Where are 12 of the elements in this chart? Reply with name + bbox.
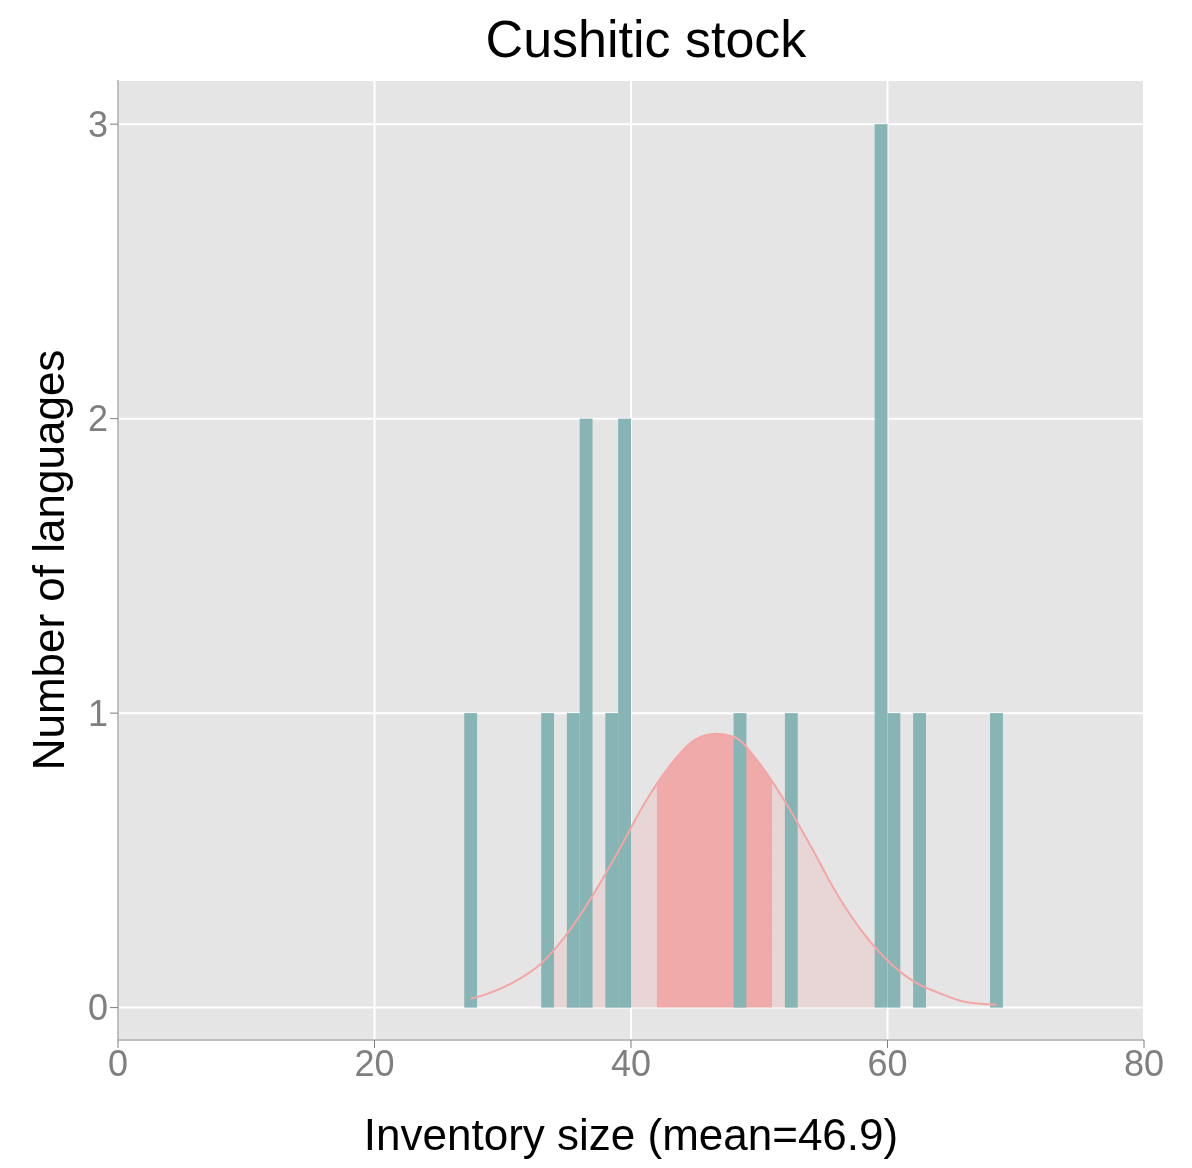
x-tick-label: 60 — [867, 1042, 908, 1084]
y-tick-label: 0 — [87, 987, 108, 1029]
y-axis-title: Number of languages — [23, 349, 73, 771]
x-axis-title: Inventory size (mean=46.9) — [363, 1110, 899, 1159]
x-tick-label: 20 — [354, 1042, 395, 1084]
chart-title: Cushitic stock — [484, 9, 808, 70]
y-tick-label: 3 — [87, 103, 108, 145]
y-tick-label: 2 — [87, 398, 108, 440]
y-tick-label: 1 — [87, 692, 108, 734]
line-series — [469, 732, 998, 1006]
x-tick-label: 40 — [610, 1042, 652, 1084]
x-tick-label: 80 — [1123, 1042, 1165, 1084]
